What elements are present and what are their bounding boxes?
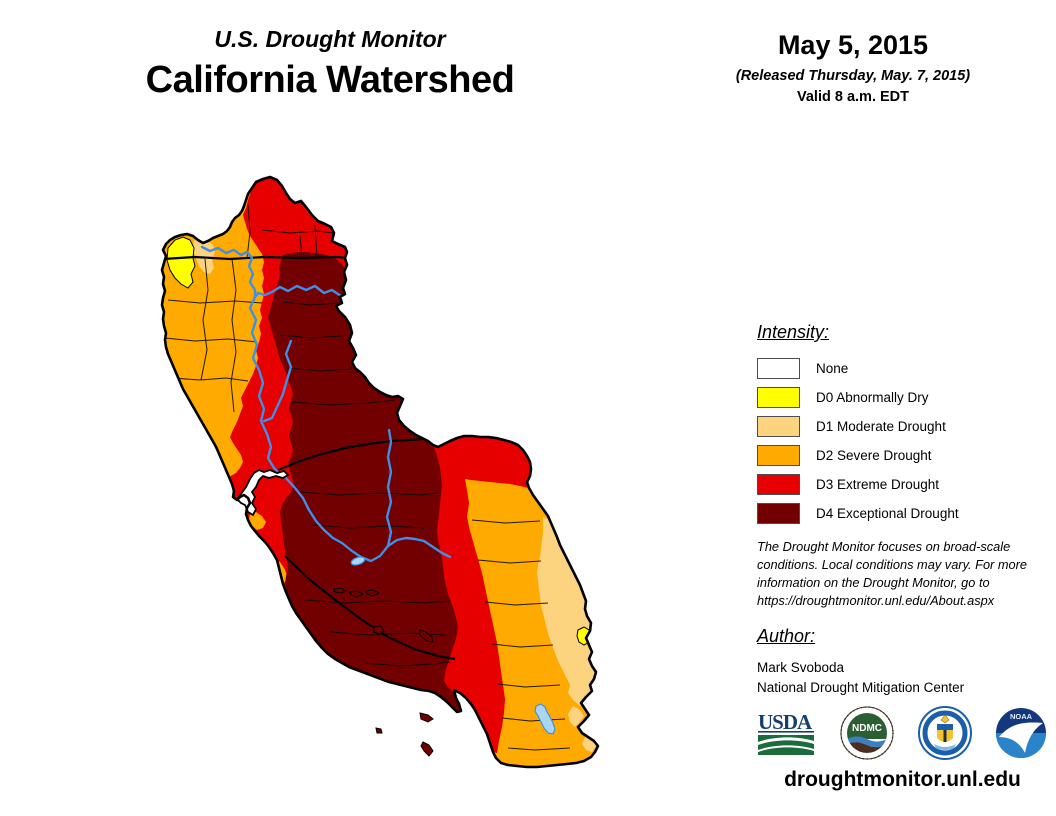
- swatch-d0: [757, 387, 800, 408]
- legend-row-d3: D3 Extreme Drought: [757, 470, 1047, 499]
- legend-label-d2: D2 Severe Drought: [816, 448, 932, 463]
- legend-label-d4: D4 Exceptional Drought: [816, 506, 959, 521]
- ndmc-ring-text: [840, 706, 895, 760]
- swatch-d4: [757, 503, 800, 524]
- doc-column: [943, 730, 947, 742]
- swatch-d2: [757, 445, 800, 466]
- usda-wordmark: USDA: [758, 710, 813, 734]
- doc-shield-chief: [936, 724, 953, 730]
- disclaimer-text: The Drought Monitor focuses on broad-sca…: [757, 538, 1052, 610]
- usda-logo: USDA: [758, 710, 814, 755]
- noaa-wordmark: NOAA: [1010, 712, 1033, 721]
- ndmc-logo: NDMC: [840, 706, 895, 760]
- usda-swoosh: [758, 737, 814, 745]
- disclaimer-line: The Drought Monitor focuses on broad-sca…: [757, 539, 1011, 554]
- legend-label-d1: D1 Moderate Drought: [816, 419, 946, 434]
- noaa-logo: NOAA: [995, 708, 1046, 758]
- channel-islands: [333, 587, 434, 757]
- ndmc-water-band: [847, 736, 888, 748]
- doc-seal: [917, 706, 972, 760]
- legend-label-d0: D0 Abnormally Dry: [816, 390, 929, 405]
- disclaimer-url-line: https://droughtmonitor.unl.edu/About.asp…: [757, 592, 995, 608]
- salton-sea: [534, 703, 556, 735]
- legend-row-none: None: [757, 354, 1047, 383]
- page-title: California Watershed: [145, 59, 515, 101]
- footer-url: droughtmonitor.unl.edu: [784, 768, 1021, 791]
- disclaimer-line: conditions. Local conditions may vary. F…: [757, 556, 1028, 572]
- intensity-legend: Intensity: None D0 Abnormally Dry D1 Mod…: [757, 322, 1047, 528]
- doc-ring: [922, 710, 968, 756]
- doc-eagle: [940, 714, 950, 724]
- legend-label-d3: D3 Extreme Drought: [816, 477, 940, 492]
- lake-isabella: [350, 556, 366, 566]
- legend-row-d1: D1 Moderate Drought: [757, 412, 1047, 441]
- doc-sea: [933, 744, 956, 750]
- legend-label-none: None: [816, 361, 849, 376]
- legend-row-d0: D0 Abnormally Dry: [757, 383, 1047, 412]
- watershed-boundaries-thin: [164, 204, 571, 751]
- san-joaquin-upper-branch: [385, 428, 393, 548]
- author-heading: Author:: [757, 626, 816, 646]
- usda-underline: [758, 731, 814, 733]
- author-organization: National Drought Mitigation Center: [757, 680, 965, 696]
- released-date: (Released Thursday, May. 7, 2015): [735, 68, 971, 84]
- date-block: May 5, 2015 (Released Thursday, May. 7, …: [733, 30, 973, 105]
- title-block: U.S. Drought Monitor California Watershe…: [110, 26, 550, 102]
- trinity-river: [200, 245, 257, 299]
- map-d4-region: [268, 252, 461, 712]
- author-block: Author: Mark Svoboda National Drought Mi…: [757, 626, 1052, 699]
- usda-swoosh-2: [758, 745, 814, 752]
- report-kicker: U.S. Drought Monitor: [214, 26, 446, 52]
- pit-river: [253, 284, 343, 299]
- valid-time: Valid 8 a.m. EDT: [796, 89, 909, 105]
- agency-logo-row: USDA NDMC: [757, 706, 1047, 760]
- legend-row-d2: D2 Severe Drought: [757, 441, 1047, 470]
- ndmc-wordmark: NDMC: [852, 723, 882, 734]
- disclaimer-line: information on the Drought Monitor, go t…: [757, 574, 990, 590]
- sacramento-river: [248, 295, 280, 474]
- map-d1-patches: [193, 240, 596, 752]
- legend-heading: Intensity:: [757, 322, 830, 342]
- feather-river: [262, 339, 293, 423]
- noaa-seagull: [998, 722, 1043, 753]
- author-name: Mark Svoboda: [757, 660, 845, 675]
- lakes: [350, 556, 556, 735]
- swatch-d1: [757, 416, 800, 437]
- swatch-none: [757, 358, 800, 379]
- legend-row-d4: D4 Exceptional Drought: [757, 499, 1047, 528]
- swatch-d3: [757, 474, 800, 495]
- map-date: May 5, 2015: [777, 30, 929, 60]
